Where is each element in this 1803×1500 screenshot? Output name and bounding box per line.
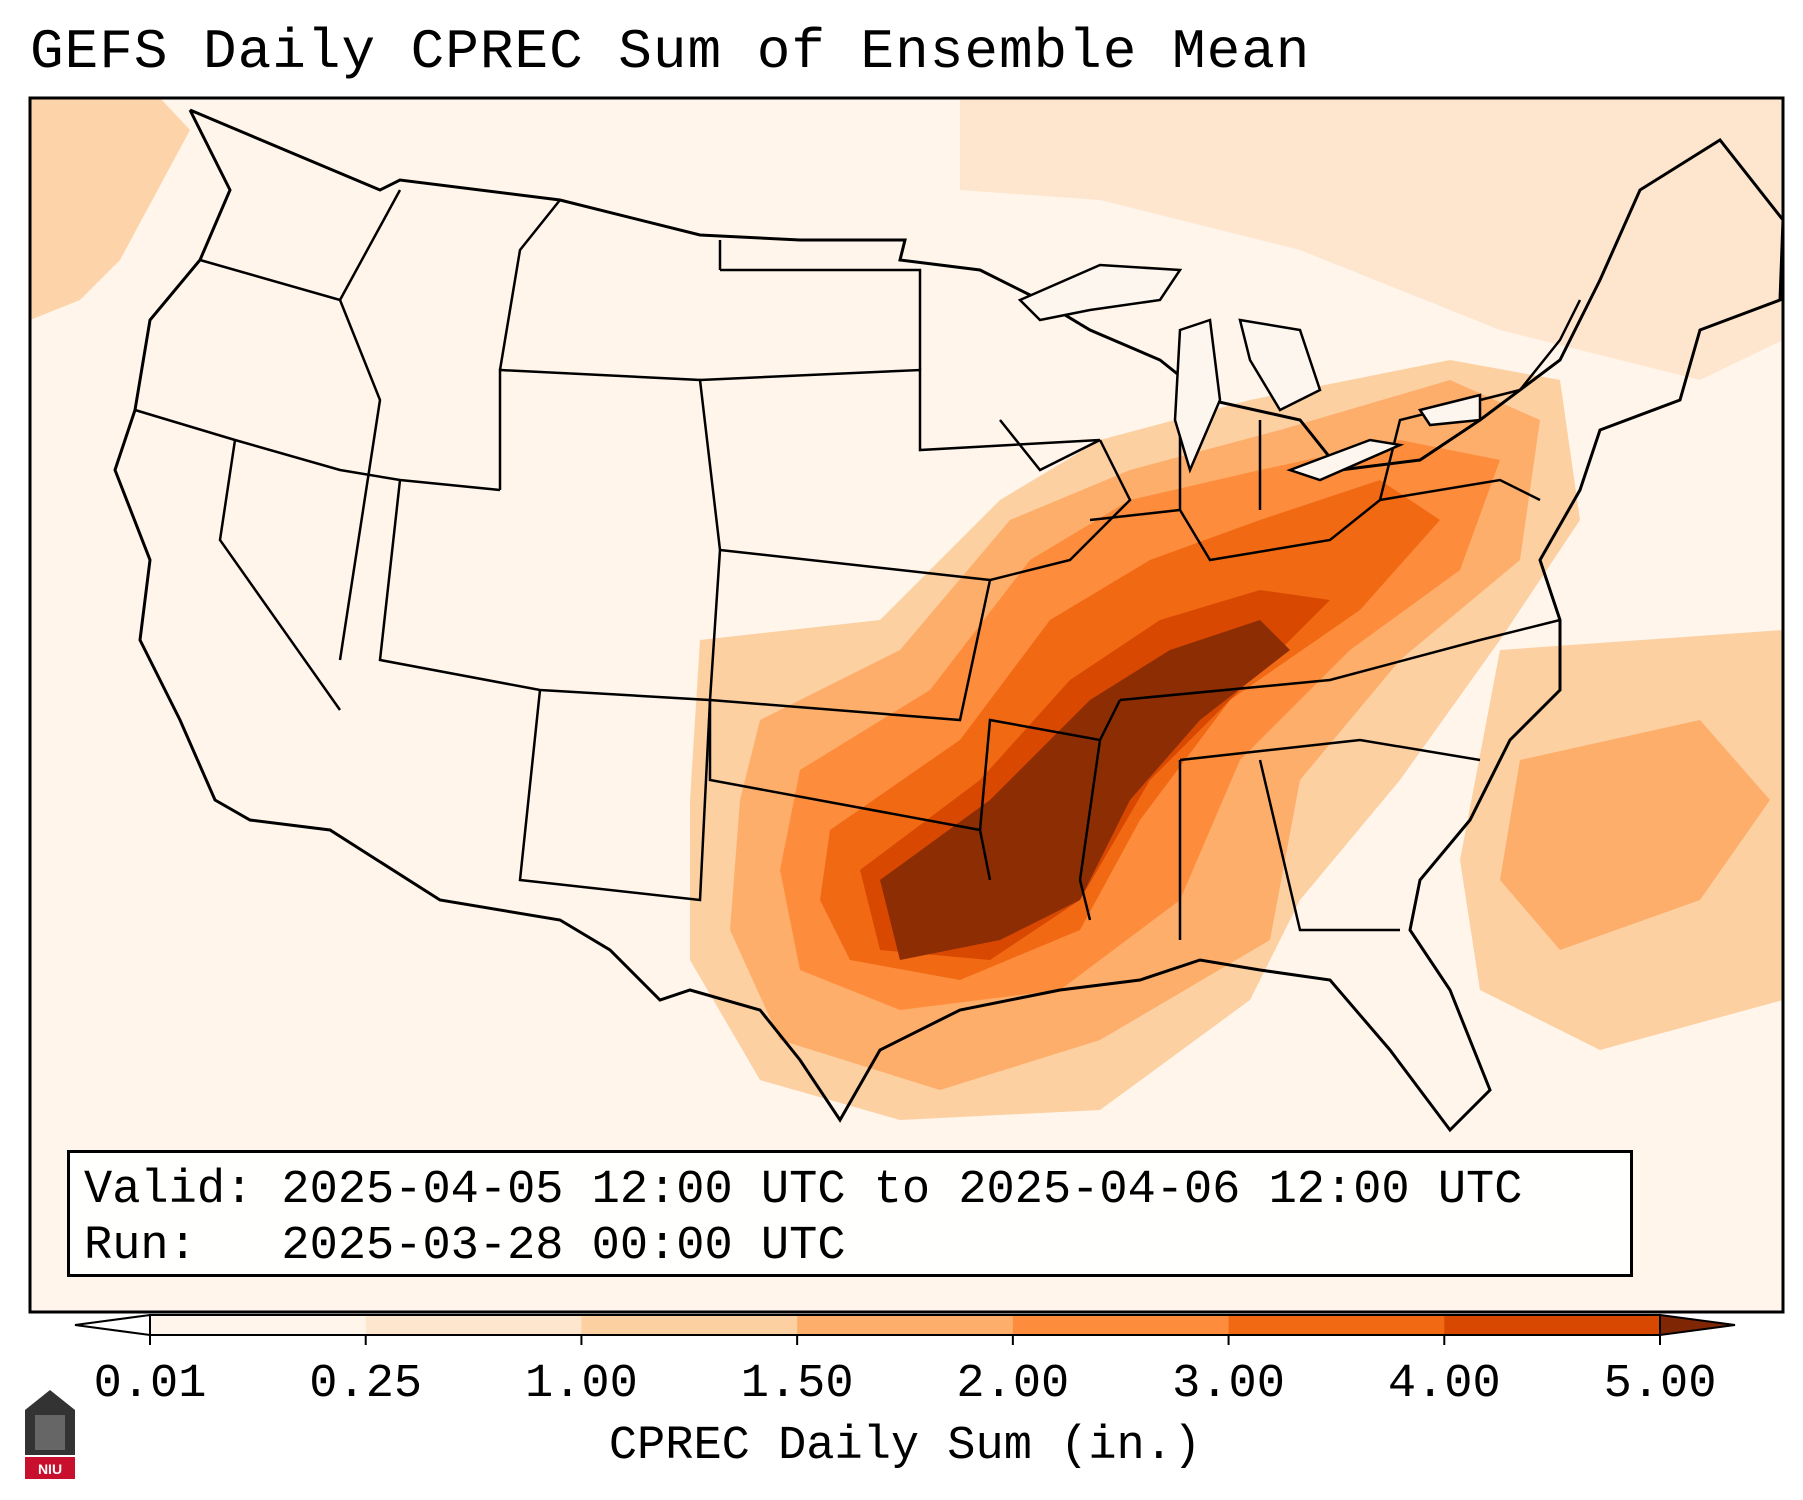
lake-superior xyxy=(1017,263,1183,322)
precip-region-atlantic-core xyxy=(1500,720,1770,950)
precip-region-5-00 xyxy=(880,620,1290,960)
colorbar-tick-label: 4.00 xyxy=(1387,1358,1501,1411)
colorbar-tick-label: 0.01 xyxy=(93,1358,207,1411)
precip-region-pacific-nw xyxy=(30,98,190,320)
colorbar-tick-label: 3.00 xyxy=(1172,1358,1285,1411)
colorbar-label: CPREC Daily Sum (in.) xyxy=(608,1420,1202,1473)
colorbar-tick-label: 5.00 xyxy=(1603,1358,1717,1411)
map-border xyxy=(28,96,1785,1314)
colorbar-over-arrow xyxy=(1659,1313,1736,1337)
colorbar-segment xyxy=(365,1315,582,1335)
colorbar-segment xyxy=(581,1315,798,1335)
great-lakes xyxy=(1017,263,1482,482)
logo-text: NIU xyxy=(38,1461,62,1477)
colorbar-segment xyxy=(797,1315,1014,1335)
valid-run-info-box: Valid: 2025-04-05 12:00 UTC to 2025-04-0… xyxy=(67,1150,1633,1277)
valid-time-text: Valid: 2025-04-05 12:00 UTC to 2025-04-0… xyxy=(84,1164,1523,1217)
colorbar-segment xyxy=(1012,1315,1230,1335)
colorbar-tick-label: 2.00 xyxy=(956,1358,1070,1411)
lake-michigan xyxy=(1173,318,1222,474)
colorbar xyxy=(74,1313,1736,1345)
precip-region-northeast xyxy=(960,98,1783,380)
page-title: GEFS Daily CPREC Sum of Ensemble Mean xyxy=(30,20,1311,84)
map-frame xyxy=(28,96,1785,1314)
lake-ontario xyxy=(1417,393,1482,427)
colorbar-tick-label: 1.50 xyxy=(740,1358,854,1411)
niu-logo: NIU xyxy=(25,1390,75,1479)
conus-outline xyxy=(113,108,1785,1133)
colorbar-segment xyxy=(1444,1315,1661,1335)
lake-huron xyxy=(1238,318,1322,412)
colorbar-tick-label: 1.00 xyxy=(525,1358,638,1411)
state-borders xyxy=(134,189,1582,940)
colorbar-under-arrow xyxy=(74,1313,151,1337)
colorbar-segment xyxy=(150,1315,367,1335)
run-time-text: Run: 2025-03-28 00:00 UTC xyxy=(84,1220,846,1273)
lake-erie xyxy=(1286,438,1405,482)
colorbar-tick-label: 0.25 xyxy=(309,1358,423,1411)
colorbar-segment xyxy=(1228,1315,1445,1335)
precip-field xyxy=(30,98,1783,1120)
colorbar-frame xyxy=(149,1314,1661,1336)
